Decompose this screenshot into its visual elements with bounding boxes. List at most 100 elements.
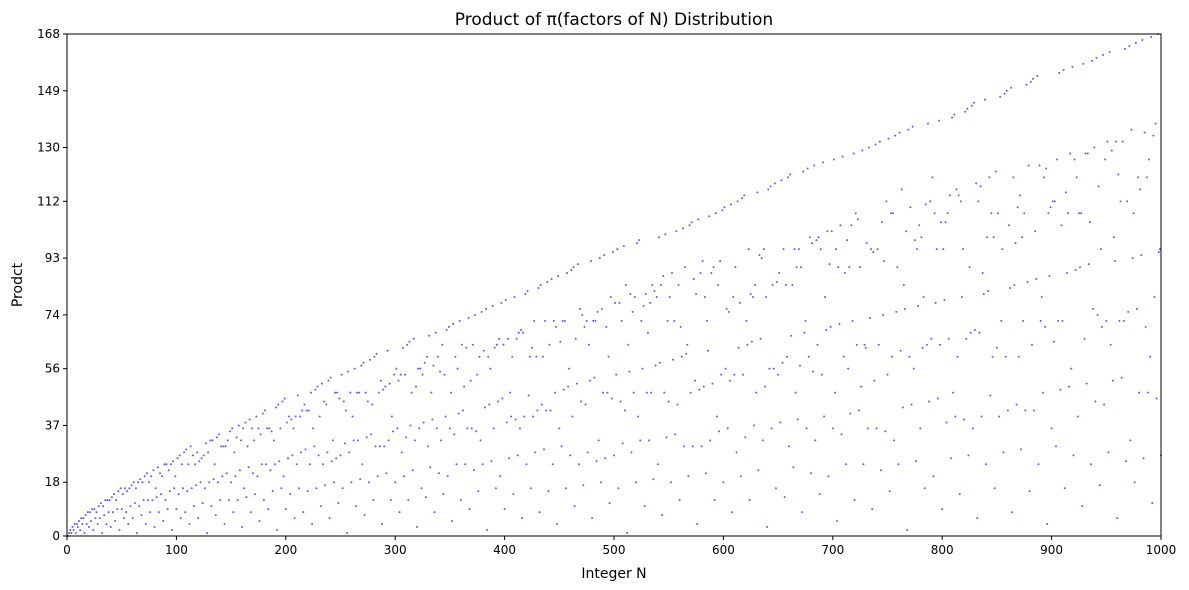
data-point xyxy=(386,349,389,352)
data-point xyxy=(222,445,225,448)
data-point xyxy=(373,355,376,358)
data-point xyxy=(1045,167,1048,170)
data-point xyxy=(570,269,573,272)
data-point xyxy=(223,523,226,526)
data-point xyxy=(676,403,679,406)
data-point xyxy=(673,319,676,322)
data-point xyxy=(1129,439,1132,442)
data-point xyxy=(264,409,267,412)
data-point xyxy=(157,511,160,514)
data-point xyxy=(320,382,323,385)
data-point xyxy=(245,496,248,499)
data-point xyxy=(183,451,186,454)
data-point xyxy=(233,451,236,454)
data-point xyxy=(791,284,794,286)
data-point xyxy=(532,415,535,418)
data-point xyxy=(679,325,682,328)
data-point xyxy=(176,457,179,460)
data-point xyxy=(162,520,165,523)
data-point xyxy=(568,367,571,370)
data-point xyxy=(169,463,172,466)
data-point xyxy=(296,394,299,397)
data-point xyxy=(1013,284,1016,286)
data-point xyxy=(269,469,272,472)
data-point xyxy=(862,463,865,466)
data-point xyxy=(273,463,276,466)
data-point xyxy=(177,493,180,496)
data-point xyxy=(490,460,493,463)
data-point xyxy=(901,406,904,409)
data-point xyxy=(394,481,397,484)
data-point xyxy=(163,463,166,466)
data-point xyxy=(445,328,448,331)
data-point xyxy=(467,316,470,319)
data-point xyxy=(571,415,574,418)
data-point xyxy=(545,409,548,412)
data-point xyxy=(494,487,497,490)
data-point xyxy=(755,391,758,394)
data-point xyxy=(101,532,104,535)
data-point xyxy=(471,343,474,346)
data-point xyxy=(648,439,651,442)
data-point xyxy=(882,313,885,316)
data-point xyxy=(470,427,473,430)
data-point xyxy=(1133,481,1136,484)
data-point xyxy=(893,439,896,442)
data-point xyxy=(120,508,123,511)
data-point xyxy=(749,292,752,295)
x-tick-label: 400 xyxy=(493,543,516,557)
data-point xyxy=(812,370,815,373)
x-axis: 0 100 200 300 400 500 600 700 800 900 1000 xyxy=(63,536,1176,557)
data-point xyxy=(999,95,1002,98)
data-point xyxy=(840,433,843,436)
data-point xyxy=(227,499,230,502)
data-point xyxy=(1157,251,1160,254)
data-point xyxy=(1100,325,1103,328)
data-point xyxy=(251,472,254,475)
data-point xyxy=(830,230,833,233)
x-tick-label: 600 xyxy=(712,543,735,557)
data-point xyxy=(452,322,455,325)
data-point xyxy=(1128,44,1131,47)
data-point xyxy=(72,529,75,532)
data-point xyxy=(309,391,312,394)
data-point xyxy=(888,490,891,493)
data-point xyxy=(668,295,671,298)
data-point xyxy=(620,319,623,322)
data-point xyxy=(739,475,742,478)
data-point xyxy=(920,236,923,239)
data-point xyxy=(1105,319,1108,322)
data-point xyxy=(769,185,772,188)
data-point xyxy=(817,236,820,239)
data-point xyxy=(522,331,525,334)
data-point xyxy=(523,415,526,418)
data-point xyxy=(1040,295,1043,298)
data-point xyxy=(530,346,533,349)
data-point xyxy=(190,487,193,490)
data-point xyxy=(189,445,192,448)
data-point xyxy=(761,439,764,442)
data-point xyxy=(587,343,590,346)
data-point xyxy=(160,493,163,496)
data-point xyxy=(487,355,490,358)
data-point xyxy=(146,499,149,502)
data-point xyxy=(117,490,120,493)
data-point xyxy=(359,478,362,481)
data-point xyxy=(1155,397,1158,400)
data-point xyxy=(1130,128,1133,131)
data-point xyxy=(1012,176,1015,179)
data-point xyxy=(347,370,350,373)
data-point xyxy=(1059,388,1062,391)
data-point xyxy=(540,403,543,406)
data-point xyxy=(945,421,948,424)
data-point xyxy=(127,523,130,526)
data-point xyxy=(557,275,560,278)
data-point xyxy=(230,481,233,484)
data-point xyxy=(208,481,211,484)
data-point xyxy=(1076,415,1079,418)
data-point xyxy=(800,266,803,269)
y-tick-label: 93 xyxy=(45,251,60,265)
data-point xyxy=(576,263,579,266)
data-point xyxy=(483,406,486,409)
data-point xyxy=(974,328,977,331)
